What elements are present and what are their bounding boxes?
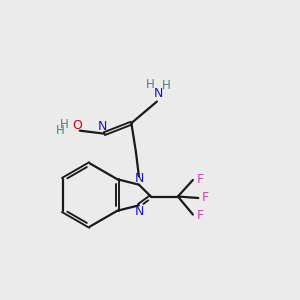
Text: F: F — [197, 173, 204, 186]
Text: O: O — [72, 119, 82, 132]
Text: N: N — [154, 87, 163, 100]
Text: H: H — [56, 124, 65, 137]
Text: H: H — [60, 118, 69, 130]
Text: N: N — [135, 172, 145, 184]
Text: H: H — [162, 79, 171, 92]
Text: F: F — [202, 191, 209, 204]
Text: H: H — [146, 78, 155, 91]
Text: F: F — [197, 208, 204, 222]
Text: N: N — [98, 120, 108, 133]
Text: N: N — [135, 206, 145, 218]
